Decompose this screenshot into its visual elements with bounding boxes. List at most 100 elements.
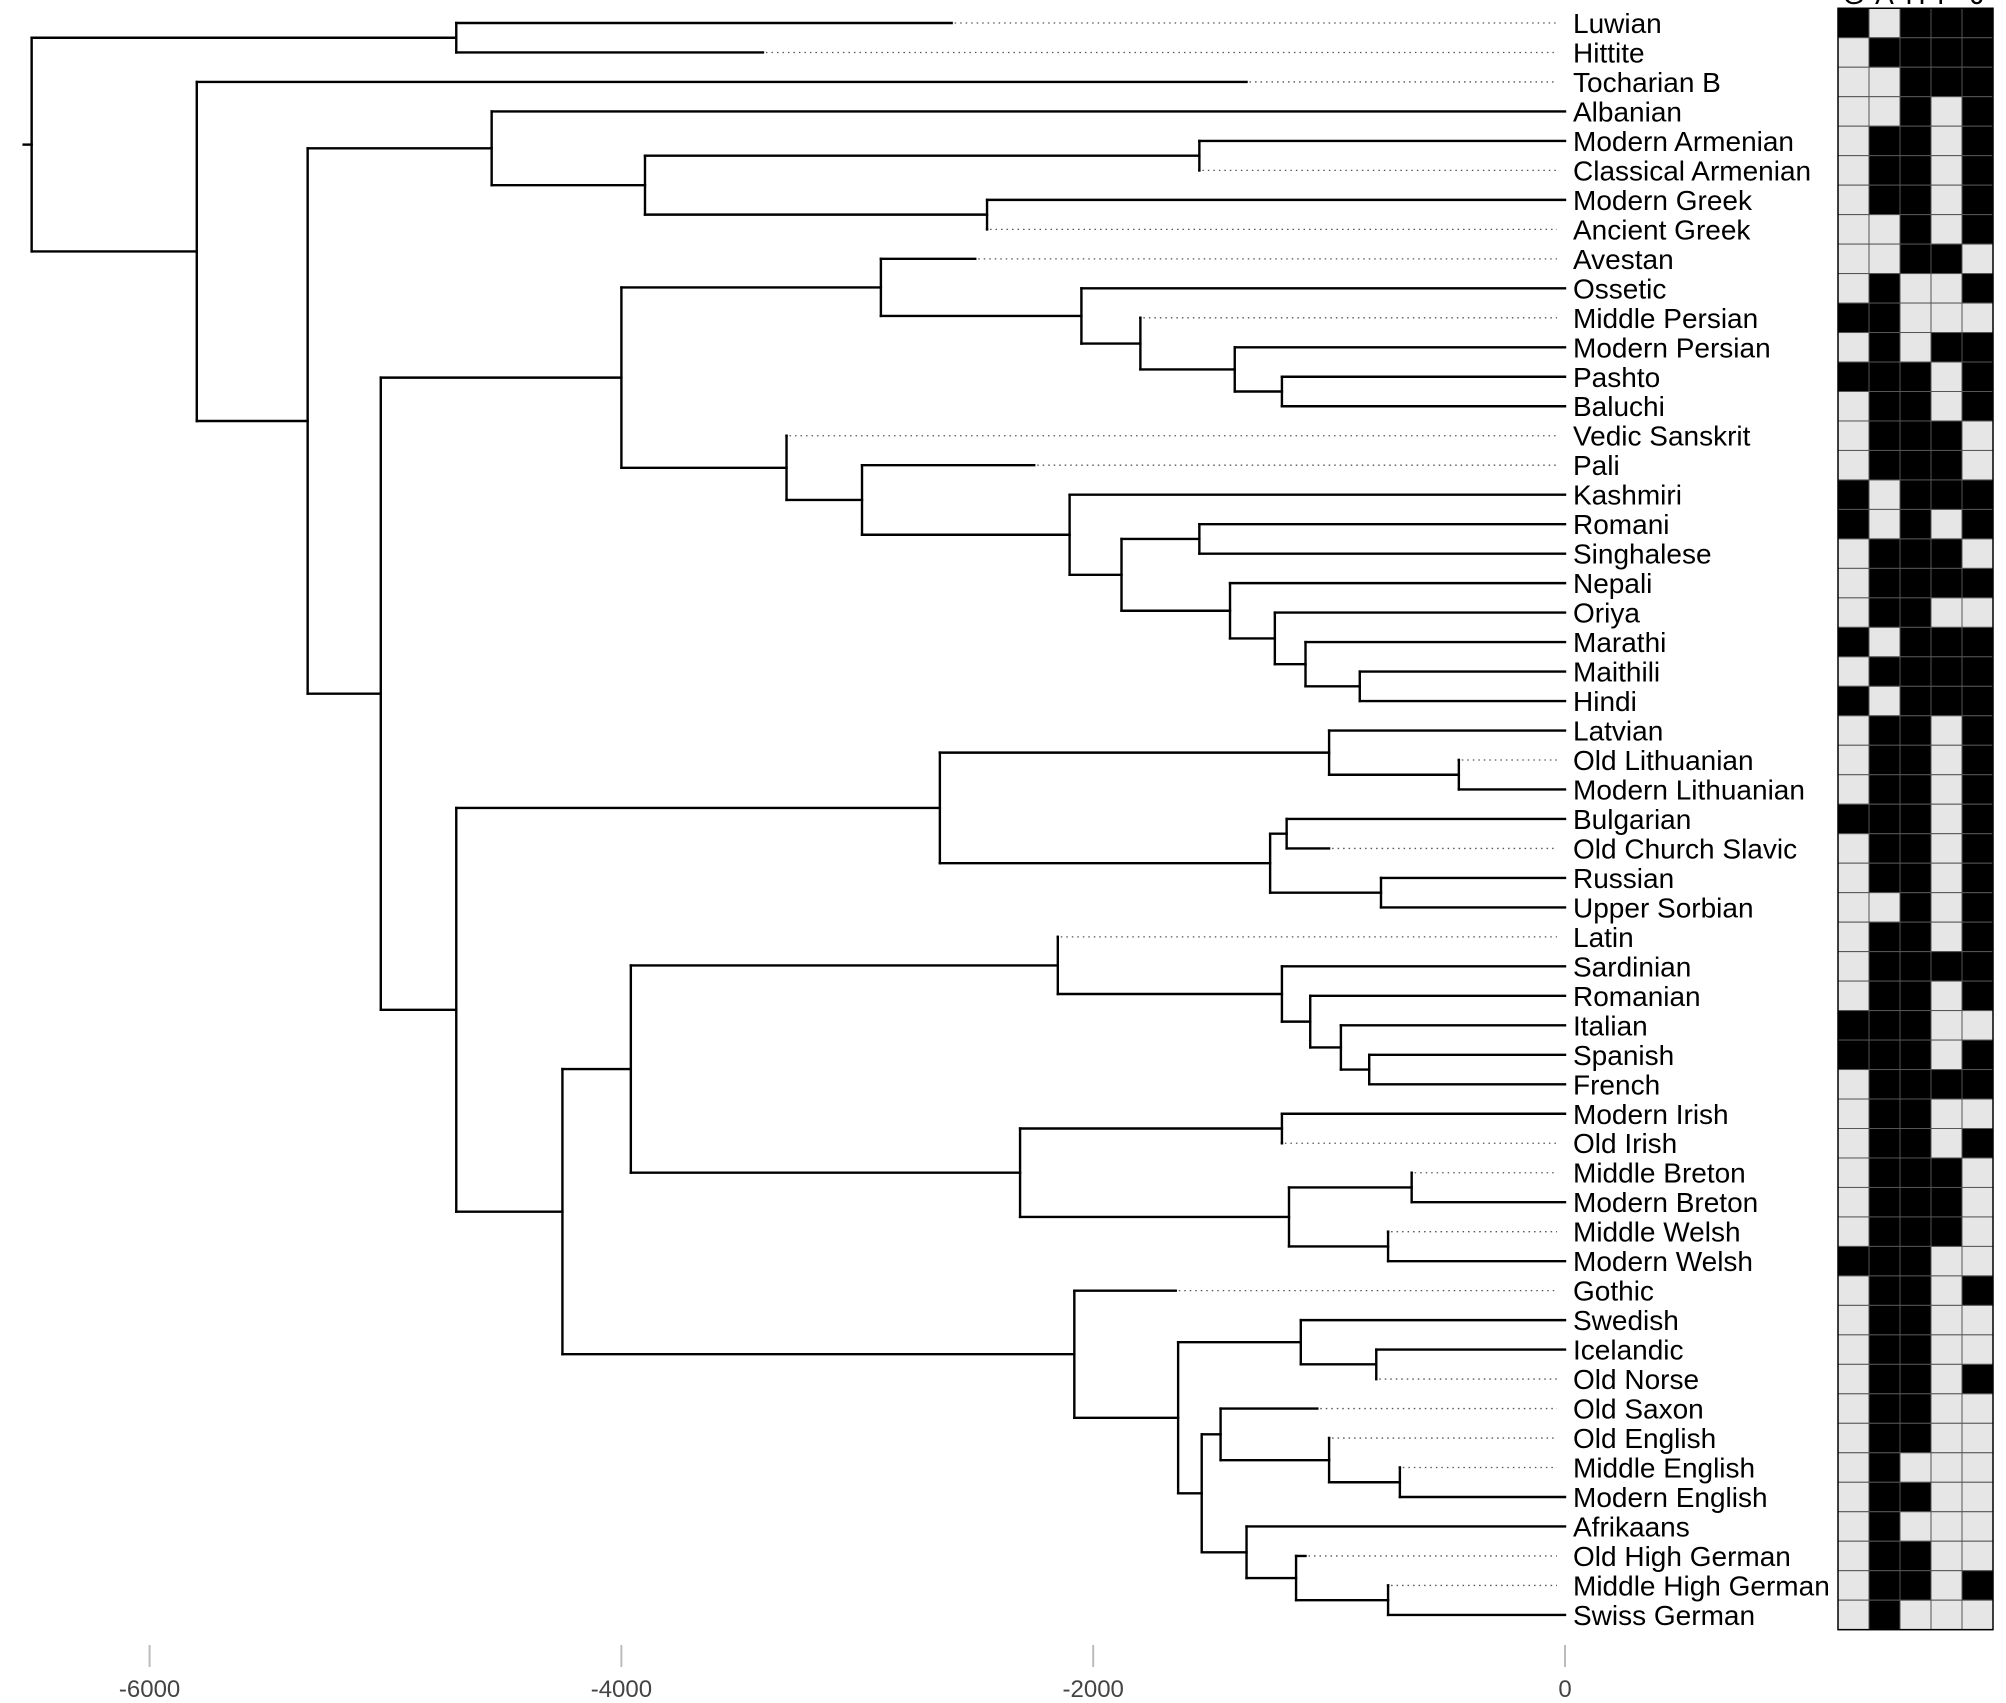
cell-classical-armenian-2: [1899, 155, 1932, 186]
leaf-label-modern-welsh: Modern Welsh: [1573, 1246, 1753, 1277]
cell-middle-high-german-0: [1837, 1570, 1870, 1601]
cell-italian-2: [1899, 1010, 1932, 1041]
leaf-label-bulgarian: Bulgarian: [1573, 804, 1691, 835]
cell-middle-welsh-1: [1868, 1216, 1901, 1247]
leaf-label-albanian: Albanian: [1573, 96, 1682, 127]
cell-tocharian-b-0: [1837, 66, 1870, 98]
leaf-label-middle-welsh: Middle Welsh: [1573, 1217, 1741, 1248]
cell-modern-irish-3: [1930, 1098, 1963, 1130]
leaf-label-middle-persian: Middle Persian: [1573, 303, 1758, 334]
cell-gothic-0: [1837, 1275, 1870, 1306]
cell-pashto-1: [1868, 361, 1901, 392]
cell-maithili-4: [1961, 656, 1994, 687]
cell-classical-armenian-4: [1961, 155, 1994, 186]
leaf-label-pashto: Pashto: [1573, 362, 1660, 393]
leaf-label-middle-breton: Middle Breton: [1573, 1158, 1746, 1189]
cell-old-saxon-4: [1961, 1393, 1994, 1424]
cell-swedish-4: [1961, 1304, 1994, 1336]
cell-tocharian-b-4: [1961, 66, 1994, 98]
leaf-label-middle-high-german: Middle High German: [1573, 1570, 1830, 1601]
cell-modern-irish-4: [1961, 1098, 1994, 1130]
leaf-label-old-saxon: Old Saxon: [1573, 1394, 1704, 1425]
cell-middle-persian-2: [1899, 302, 1932, 334]
cell-modern-welsh-4: [1961, 1245, 1994, 1277]
cell-tocharian-b-2: [1899, 66, 1932, 98]
leaf-label-tocharian-b: Tocharian B: [1573, 67, 1721, 98]
cell-ancient-greek-0: [1837, 214, 1870, 245]
cell-baluchi-1: [1868, 391, 1901, 422]
grid-header-g: G: [1843, 0, 1865, 10]
cell-modern-welsh-0: [1837, 1245, 1870, 1277]
cell-swiss-german-1: [1868, 1599, 1901, 1631]
cell-albanian-3: [1930, 96, 1963, 127]
cell-modern-welsh-3: [1930, 1245, 1963, 1277]
cell-romani-0: [1837, 508, 1870, 540]
cell-modern-lithuanian-0: [1837, 774, 1870, 805]
leaf-label-modern-breton: Modern Breton: [1573, 1187, 1758, 1218]
cell-old-saxon-2: [1899, 1393, 1932, 1424]
cell-middle-english-4: [1961, 1452, 1994, 1483]
cell-old-norse-2: [1899, 1363, 1932, 1395]
cell-modern-armenian-1: [1868, 125, 1901, 157]
cell-middle-english-1: [1868, 1452, 1901, 1483]
cell-hittite-0: [1837, 37, 1870, 68]
cell-bulgarian-0: [1837, 803, 1870, 835]
cell-modern-english-3: [1930, 1481, 1963, 1513]
cell-modern-persian-3: [1930, 332, 1963, 363]
cell-ossetic-0: [1837, 273, 1870, 304]
cell-romanian-0: [1837, 980, 1870, 1012]
cell-old-church-slavic-2: [1899, 833, 1932, 864]
cell-ancient-greek-2: [1899, 214, 1932, 245]
cell-albanian-0: [1837, 96, 1870, 127]
leaf-label-singhalese: Singhalese: [1573, 539, 1712, 570]
cell-italian-1: [1868, 1010, 1901, 1041]
cell-hindi-1: [1868, 685, 1901, 717]
cell-maithili-0: [1837, 656, 1870, 687]
cell-modern-greek-3: [1930, 184, 1963, 216]
cell-spanish-4: [1961, 1039, 1994, 1071]
leaf-label-old-english: Old English: [1573, 1423, 1716, 1454]
grid-header-j: J: [1971, 0, 1985, 10]
cell-luwian-0: [1837, 7, 1870, 39]
cell-icelandic-1: [1868, 1334, 1901, 1365]
cell-old-irish-2: [1899, 1128, 1932, 1159]
cell-middle-breton-1: [1868, 1157, 1901, 1188]
leaf-label-modern-greek: Modern Greek: [1573, 185, 1753, 216]
cell-old-english-2: [1899, 1422, 1932, 1454]
cell-modern-greek-4: [1961, 184, 1994, 216]
cell-latin-3: [1930, 921, 1963, 953]
cell-afrikaans-1: [1868, 1511, 1901, 1542]
cell-old-lithuanian-0: [1837, 744, 1870, 776]
time-axis: -6000 -4000 -2000 0: [119, 1645, 1572, 1703]
cell-hittite-1: [1868, 37, 1901, 68]
cell-russian-1: [1868, 862, 1901, 894]
cell-sardinian-2: [1899, 951, 1932, 982]
leaf-label-french: French: [1573, 1069, 1660, 1100]
cell-modern-persian-1: [1868, 332, 1901, 363]
cell-old-high-german-2: [1899, 1540, 1932, 1572]
axis-tick-label-1: -4000: [591, 1676, 652, 1703]
cell-italian-3: [1930, 1010, 1963, 1041]
cell-hindi-4: [1961, 685, 1994, 717]
cell-gothic-4: [1961, 1275, 1994, 1306]
cell-old-english-4: [1961, 1422, 1994, 1454]
cell-middle-high-german-2: [1899, 1570, 1932, 1601]
cell-old-norse-1: [1868, 1363, 1901, 1395]
cell-middle-high-german-1: [1868, 1570, 1901, 1601]
leaf-label-spanish: Spanish: [1573, 1040, 1674, 1071]
leaf-label-modern-armenian: Modern Armenian: [1573, 126, 1794, 157]
cell-modern-persian-0: [1837, 332, 1870, 363]
cell-classical-armenian-0: [1837, 155, 1870, 186]
cell-hindi-0: [1837, 685, 1870, 717]
leaf-label-nepali: Nepali: [1573, 568, 1652, 599]
cell-sardinian-0: [1837, 951, 1870, 982]
leaf-label-icelandic: Icelandic: [1573, 1335, 1684, 1366]
cell-latvian-3: [1930, 715, 1963, 746]
cell-french-2: [1899, 1069, 1932, 1100]
cell-pali-0: [1837, 449, 1870, 481]
cell-avestan-0: [1837, 243, 1870, 275]
cell-bulgarian-2: [1899, 803, 1932, 835]
cell-old-saxon-3: [1930, 1393, 1963, 1424]
cell-maithili-2: [1899, 656, 1932, 687]
cell-sardinian-1: [1868, 951, 1901, 982]
